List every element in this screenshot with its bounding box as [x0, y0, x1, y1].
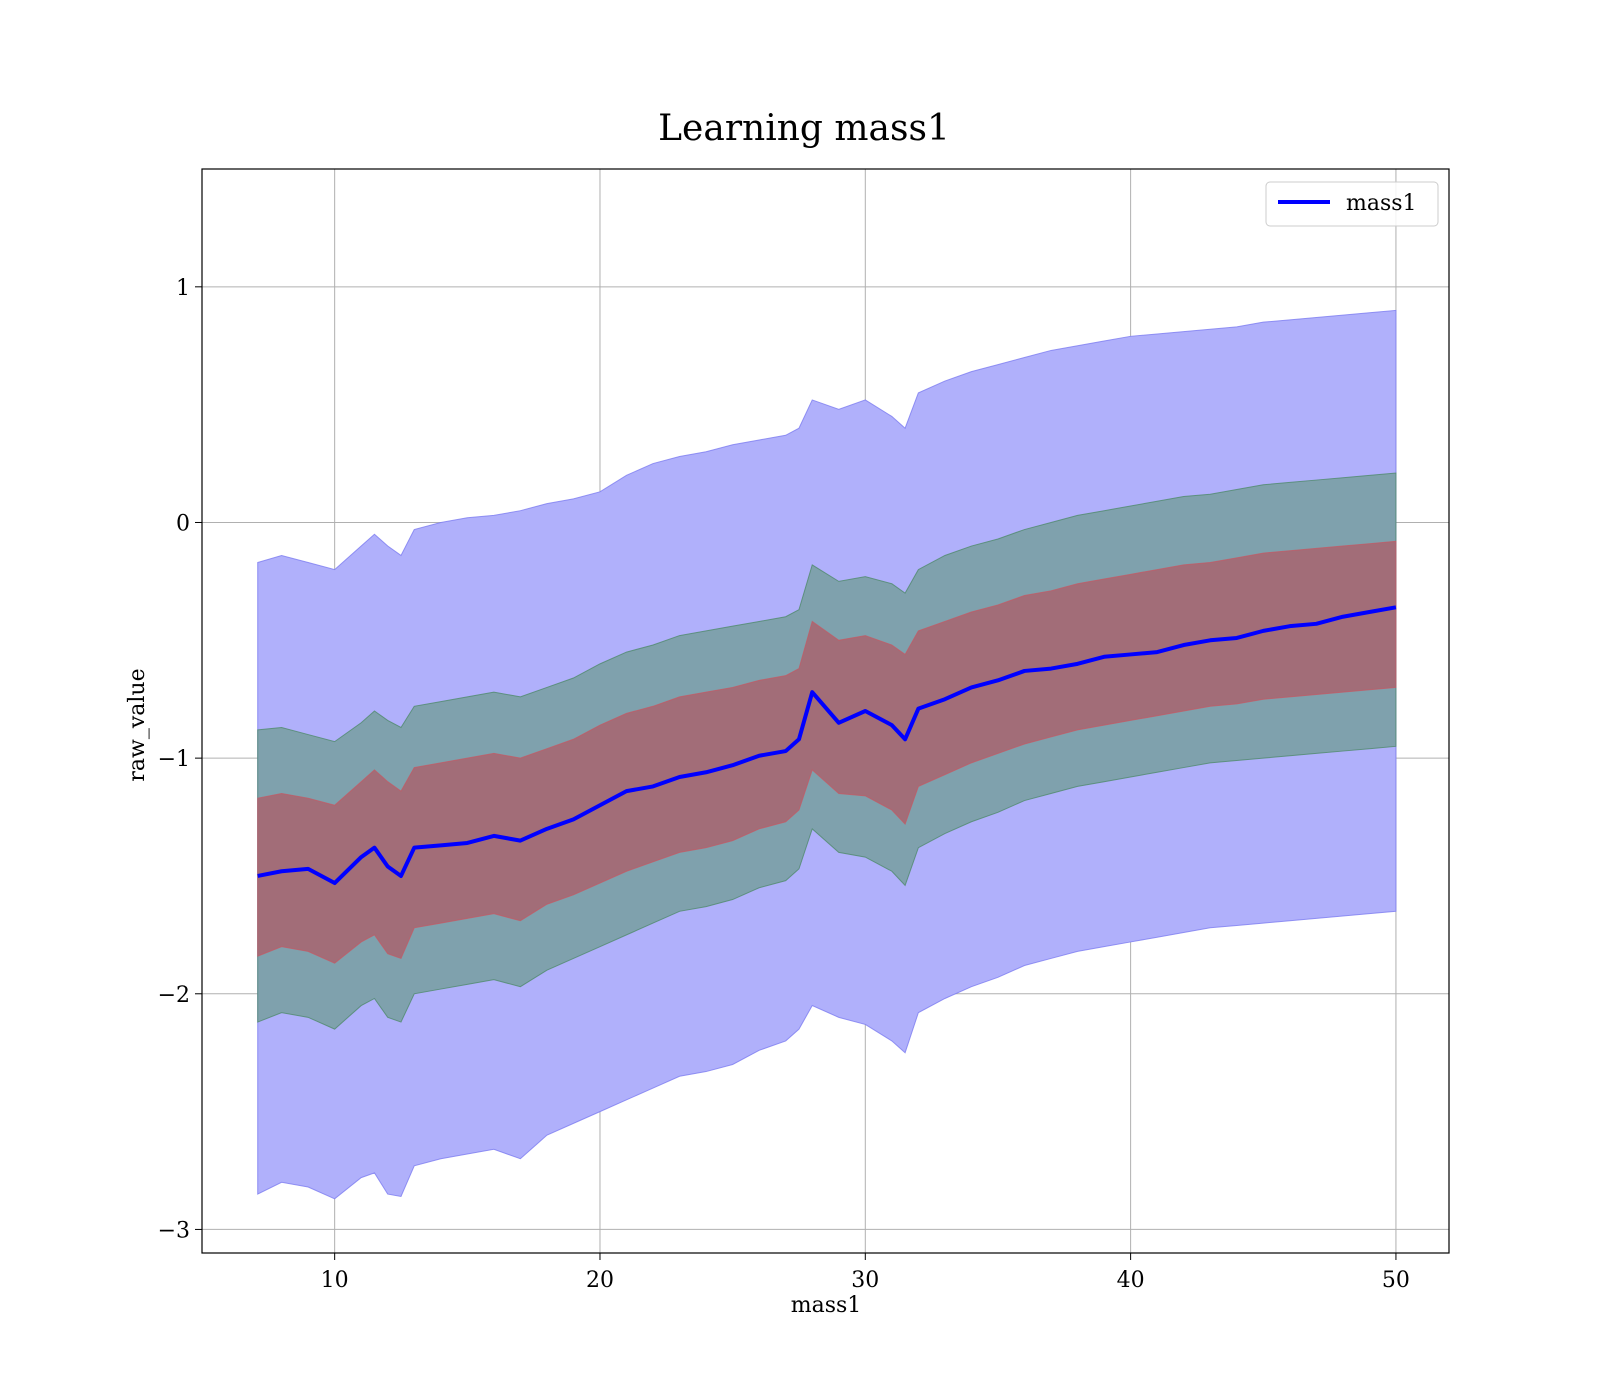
y-tick-label-4: −3	[158, 1218, 190, 1243]
chart-title: Learning mass1	[658, 108, 950, 149]
x-tick-label-1: 20	[586, 1268, 614, 1293]
legend-label-mass1: mass1	[1346, 191, 1417, 216]
y-axis-label: raw_value	[125, 668, 150, 781]
y-tick-label-3: −2	[158, 983, 190, 1008]
y-tick-label-1: 0	[176, 511, 190, 536]
legend-box	[1265, 181, 1439, 227]
inner-band-area	[257, 540, 1397, 964]
x-axis-label: mass1	[791, 1293, 862, 1318]
x-tick-label-2: 30	[851, 1268, 879, 1293]
y-tick-label-0: 1	[176, 276, 190, 301]
x-tick-label-3: 40	[1117, 1268, 1145, 1293]
plot-frame	[201, 168, 1450, 1254]
series-line-mass1	[257, 605, 1397, 886]
x-tick-label-4: 50	[1382, 1268, 1410, 1293]
y-tick-label-2: −1	[158, 747, 190, 772]
legend: mass1	[1265, 181, 1439, 227]
x-tick-label-0: 10	[321, 1268, 349, 1293]
